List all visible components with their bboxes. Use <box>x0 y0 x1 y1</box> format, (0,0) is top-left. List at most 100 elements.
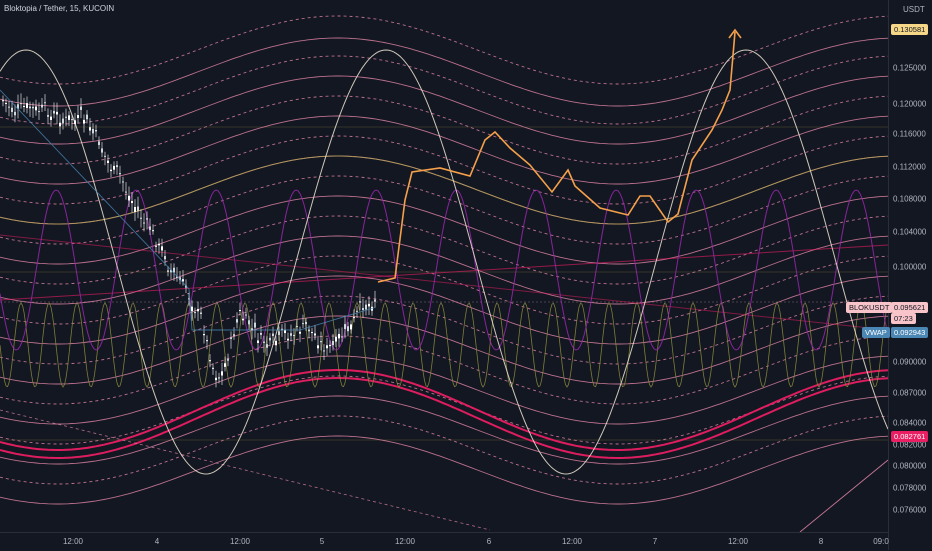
candle-body <box>329 344 331 347</box>
candle-body <box>359 301 361 303</box>
time-tick: 12:00 <box>561 537 583 546</box>
candle-body <box>290 333 292 336</box>
candle-body <box>374 299 376 302</box>
symbol-title[interactable]: Bloktopia / Tether, 15, KUCOIN <box>4 4 115 13</box>
candle-body <box>287 338 289 341</box>
candle-body <box>71 119 73 121</box>
candle-body <box>137 206 139 211</box>
sine-band <box>0 315 889 385</box>
candle-body <box>335 336 337 342</box>
sine-band <box>0 55 889 125</box>
sine-band <box>0 135 889 205</box>
candle-body <box>164 256 166 260</box>
projection-arrow <box>728 28 742 39</box>
sine-band <box>0 235 889 305</box>
candle-body <box>101 148 103 153</box>
sine-band <box>0 275 889 345</box>
time-tick: 8 <box>818 537 824 546</box>
sine-band <box>0 15 889 85</box>
trend-line <box>799 459 889 533</box>
candle-body <box>65 116 67 118</box>
candle-body <box>227 359 229 361</box>
candle-body <box>368 303 370 307</box>
trend-line <box>0 244 889 301</box>
candle-body <box>80 106 82 110</box>
sine-band-bold <box>0 377 889 459</box>
sine-band <box>0 375 889 445</box>
candle-body <box>251 328 253 331</box>
price-tick: 0.125000 <box>893 63 927 73</box>
candle-body <box>41 104 43 108</box>
candle-body <box>8 106 10 108</box>
candle-body <box>332 340 334 346</box>
candle-body <box>35 106 37 111</box>
price-tick: 0.120000 <box>893 99 927 109</box>
candle-body <box>215 377 217 381</box>
price-tick: 0.080000 <box>893 461 927 471</box>
candle-body <box>233 334 235 336</box>
time-tick: 12:00 <box>62 537 84 546</box>
candle-body <box>74 120 76 125</box>
trend-line <box>0 409 491 531</box>
price-tick: 0.104000 <box>893 227 927 237</box>
candle-body <box>365 304 367 310</box>
candle-body <box>20 103 22 105</box>
sine-band <box>0 355 889 425</box>
candle-body <box>17 104 19 109</box>
candle-body <box>146 218 148 220</box>
candle-body <box>182 279 184 282</box>
candle-body <box>275 340 277 346</box>
candle-body <box>263 341 265 343</box>
time-tick: 12:00 <box>229 537 251 546</box>
candle-body <box>152 230 154 232</box>
candle-body <box>59 122 61 127</box>
price-tick: 0.112000 <box>893 162 926 172</box>
candle-body <box>344 324 346 329</box>
candle-body <box>266 344 268 348</box>
candle-body <box>44 102 46 104</box>
candle-body <box>140 217 142 219</box>
candle-body <box>86 114 88 120</box>
candle-body <box>224 363 226 367</box>
candle-body <box>29 106 31 109</box>
candle-body <box>155 245 157 247</box>
price-tick: 0.076000 <box>893 505 927 515</box>
chart-area[interactable]: Bloktopia / Tether, 15, KUCOIN <box>0 0 889 533</box>
low-level-badge: 0.082761 <box>891 431 929 442</box>
blokusdt-tag: BLOKUSDT <box>846 302 893 313</box>
candle-body <box>200 312 202 314</box>
candle-body <box>293 335 295 337</box>
candle-body <box>308 329 310 332</box>
candle-body <box>320 341 322 343</box>
time-tick: 09:0 <box>873 537 889 546</box>
candle-body <box>149 226 151 230</box>
candle-body <box>317 345 319 349</box>
trend-line <box>0 234 889 331</box>
projection-path <box>377 31 736 283</box>
price-tick: 0.100000 <box>893 262 927 272</box>
candle-body <box>170 269 172 273</box>
sine-band <box>0 335 889 405</box>
candle-body <box>206 340 208 342</box>
price-axis[interactable]: USDT 0.125000 0.120000 0.116000 0.112000… <box>888 0 932 550</box>
sine-band-bold <box>0 369 889 451</box>
candle-body <box>299 331 301 334</box>
sine-band <box>0 95 889 165</box>
time-tick: 7 <box>652 537 658 546</box>
candle-body <box>284 329 286 334</box>
vwap-tag: VWAP <box>862 327 890 338</box>
candle-body <box>47 115 49 117</box>
price-tick: 0.084000 <box>893 418 927 428</box>
sine-band <box>0 415 889 485</box>
sine-band <box>0 155 889 225</box>
time-axis[interactable]: 12:00 4 12:00 5 12:00 6 12:00 7 12:00 8 … <box>0 532 889 551</box>
candle-body <box>338 333 340 339</box>
candle-body <box>350 324 352 330</box>
candle-body <box>194 312 196 314</box>
price-chart[interactable] <box>0 0 889 533</box>
candle-body <box>113 165 115 170</box>
candle-body <box>218 377 220 379</box>
axis-currency-label: USDT <box>903 5 925 14</box>
candle-body <box>53 110 55 114</box>
price-tick: 0.090000 <box>893 357 927 367</box>
